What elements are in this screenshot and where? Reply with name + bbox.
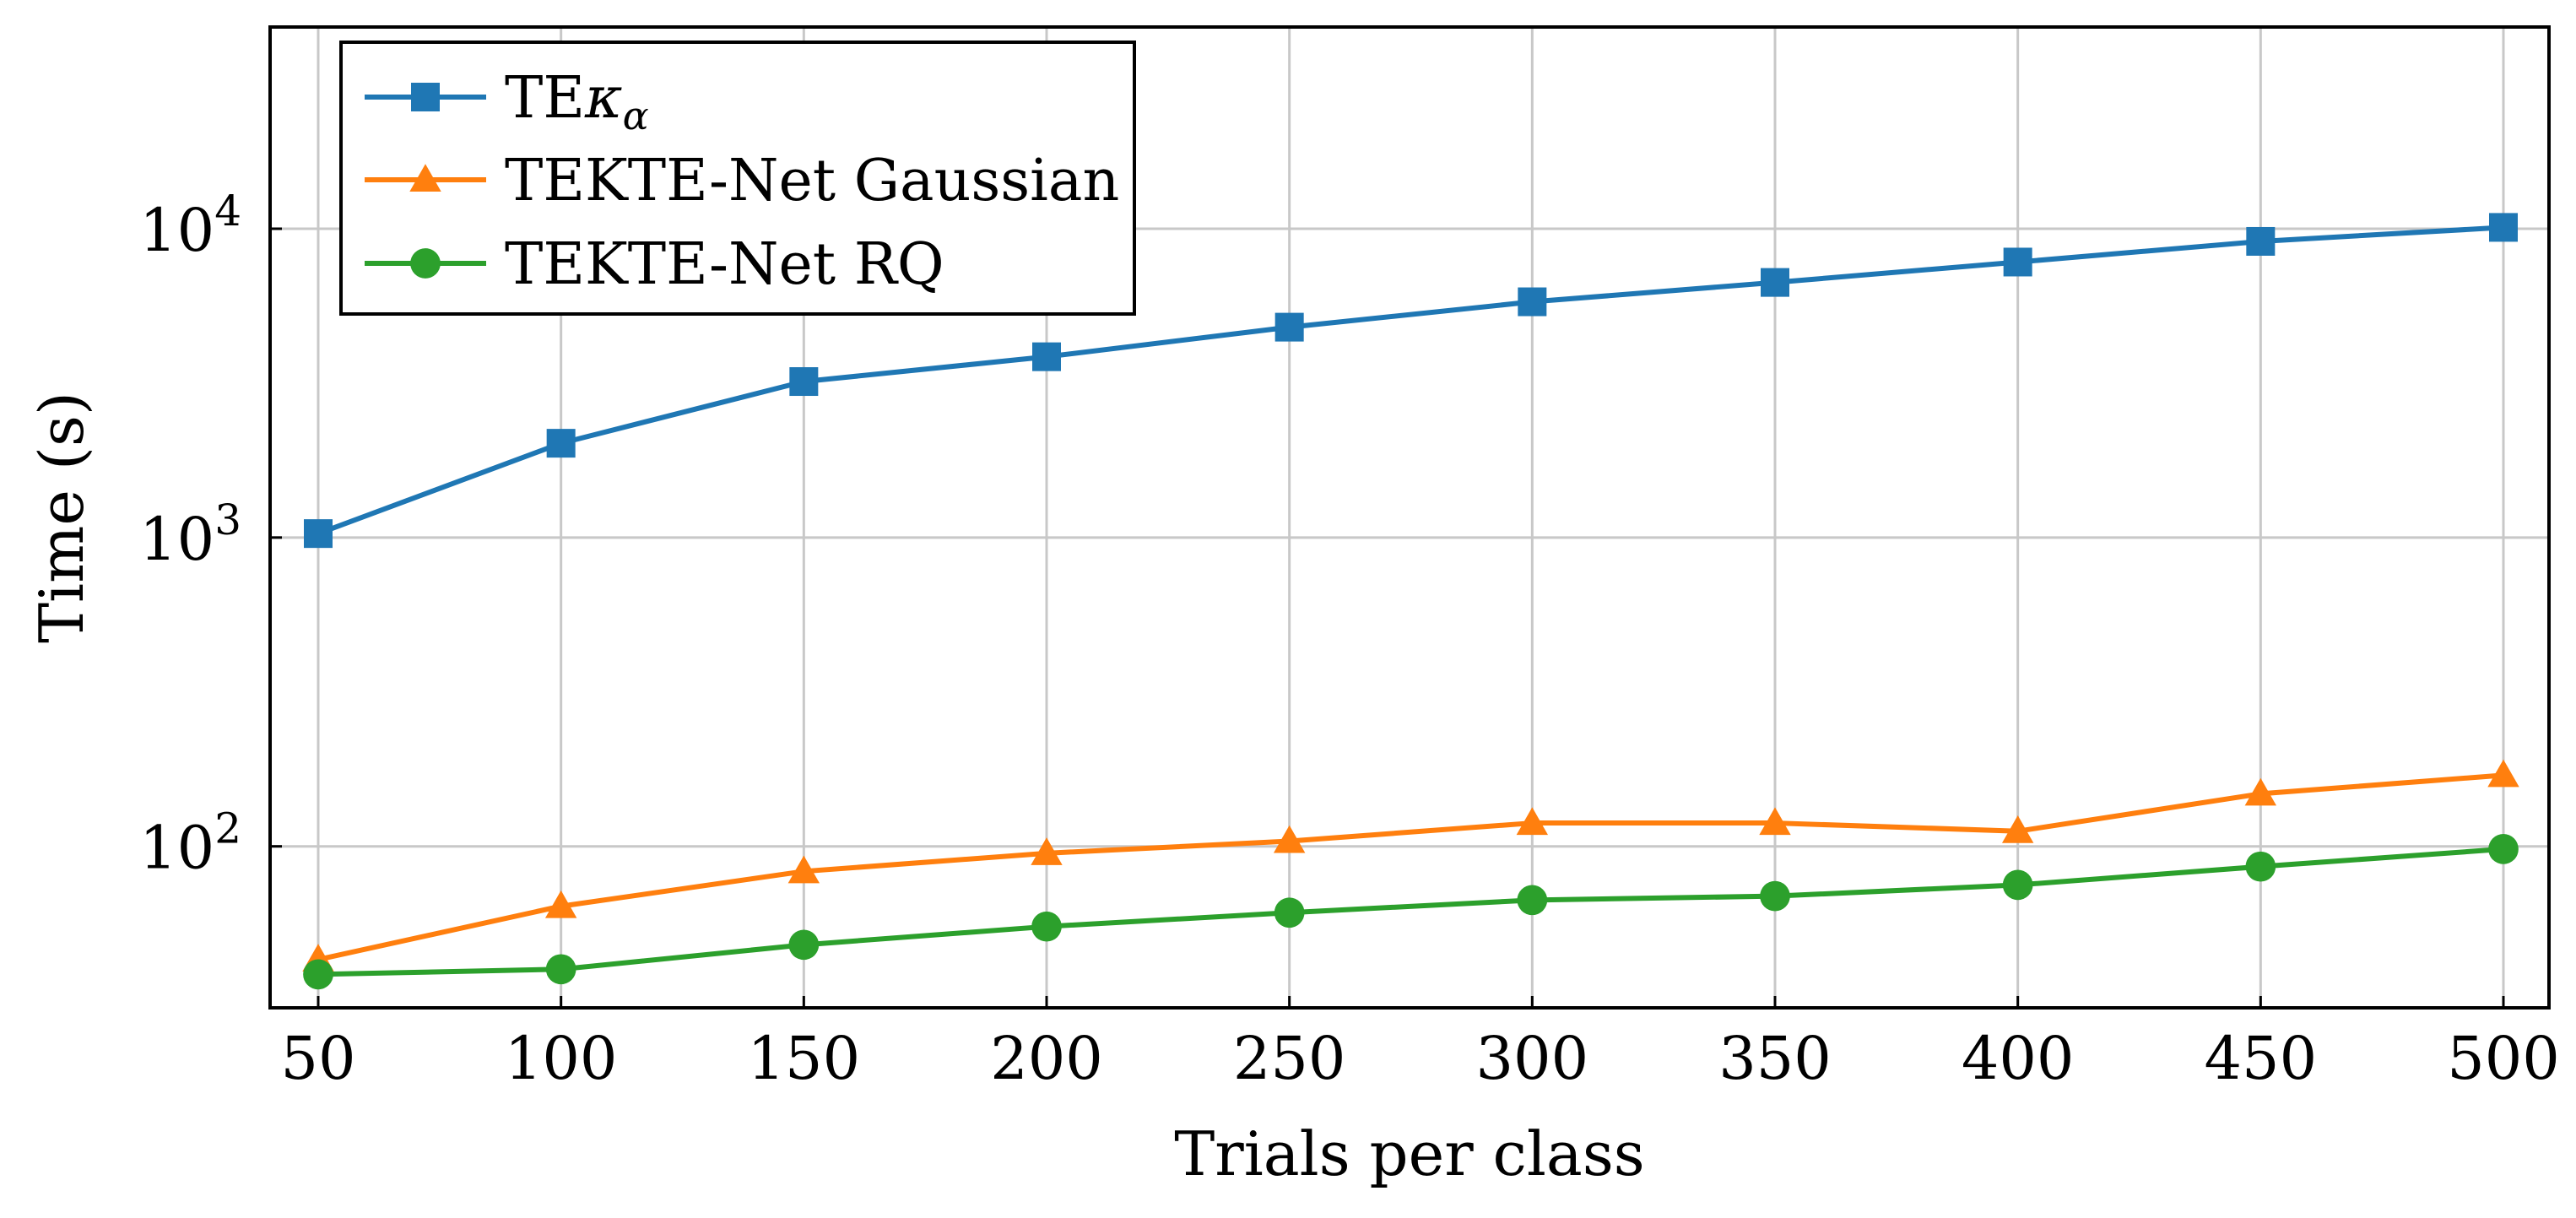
- legend-marker: [411, 83, 440, 111]
- data-point: [545, 954, 576, 985]
- data-point: [2245, 851, 2276, 882]
- data-point: [1273, 825, 1306, 853]
- x-tick-label: 500: [2447, 1024, 2560, 1093]
- series-line: [317, 772, 2504, 962]
- data-point: [2487, 759, 2519, 788]
- legend-label: TEKTE-Net RQ: [505, 231, 944, 298]
- legend-marker: [409, 164, 441, 192]
- x-tick-label: 50: [280, 1024, 355, 1093]
- data-point: [1759, 807, 1791, 836]
- data-point: [546, 429, 576, 458]
- data-point: [2489, 213, 2518, 242]
- data-point: [1761, 268, 1789, 297]
- data-point: [304, 519, 333, 549]
- data-point: [1274, 312, 1304, 342]
- y-axis-label: Time (s): [26, 392, 97, 643]
- x-tick-label: 350: [1718, 1024, 1832, 1093]
- data-point: [1031, 911, 1062, 942]
- plot-frame: [268, 25, 2551, 1010]
- series-line: [317, 225, 2504, 536]
- data-point: [788, 929, 820, 961]
- axis-ticks: 50 100 150 200 250 300 350 400 450 500 102 103 104: [139, 187, 2560, 1093]
- x-tick-label: 450: [2205, 1024, 2318, 1093]
- data-point: [2003, 247, 2032, 277]
- y-tick-label: 103: [139, 495, 241, 574]
- data-point: [2001, 815, 2034, 843]
- series-layer: [302, 213, 2519, 990]
- data-point: [1760, 880, 1790, 912]
- data-point: [1518, 287, 1547, 317]
- data-point: [787, 855, 820, 884]
- data-point: [2002, 869, 2033, 901]
- y-tick-label: 102: [139, 804, 241, 883]
- x-tick-label: 300: [1476, 1024, 1589, 1093]
- data-point: [2488, 834, 2519, 864]
- series-3: [303, 834, 2519, 990]
- x-tick-label: 150: [748, 1024, 861, 1093]
- data-point: [544, 890, 577, 918]
- series-1: [304, 213, 2518, 549]
- series-2: [302, 759, 2519, 972]
- data-point: [1274, 897, 1305, 928]
- legend-label: TEκα: [505, 65, 649, 138]
- legend-label: TEKTE-Net Gaussian: [505, 148, 1119, 214]
- x-tick-label: 250: [1233, 1024, 1346, 1093]
- series-line: [317, 846, 2504, 977]
- data-point: [789, 367, 819, 397]
- x-tick-label: 200: [990, 1024, 1103, 1093]
- data-point: [303, 959, 333, 990]
- data-point: [1517, 885, 1548, 916]
- data-point: [1031, 837, 1063, 865]
- x-tick-label: 100: [505, 1024, 618, 1093]
- data-point: [1516, 807, 1549, 836]
- data-point: [2246, 226, 2276, 256]
- legend: TEκα TEKTE-Net Gaussian TEKTE-Net RQ: [339, 41, 1136, 316]
- x-axis-label: Trials per class: [1174, 1118, 1644, 1189]
- y-tick-label: 104: [139, 187, 241, 265]
- legend-marker: [410, 248, 441, 279]
- data-point: [1032, 342, 1061, 371]
- x-tick-label: 400: [1962, 1024, 2075, 1093]
- data-point: [2244, 777, 2277, 806]
